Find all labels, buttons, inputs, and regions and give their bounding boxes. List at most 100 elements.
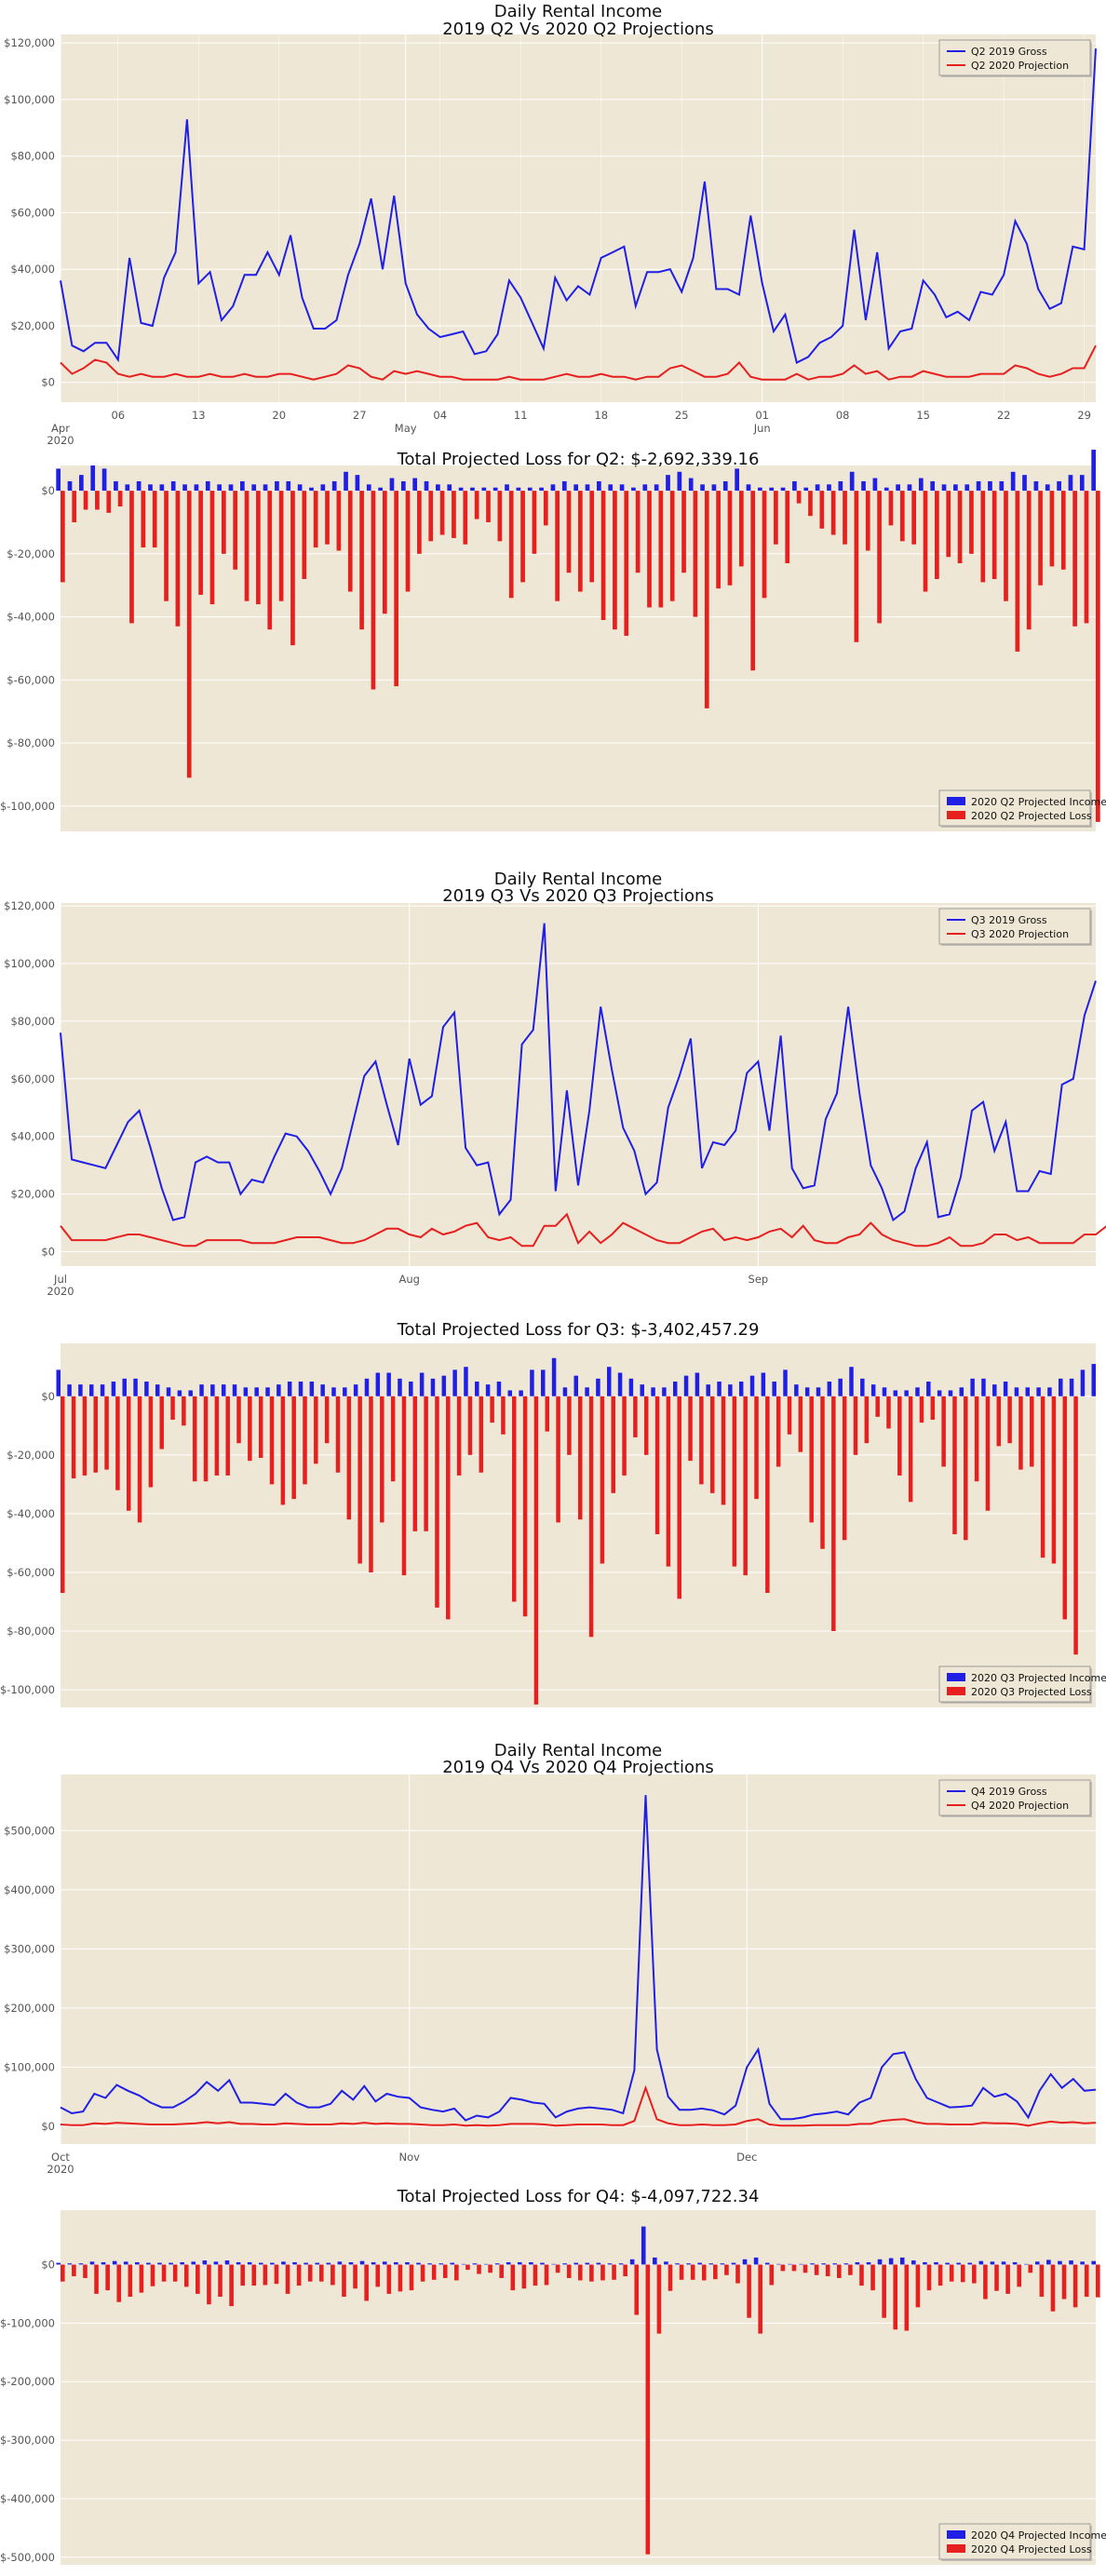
loss-bar (221, 491, 226, 554)
loss-bar (758, 2264, 762, 2334)
income-bar (562, 2263, 567, 2265)
income-bar (967, 2262, 973, 2265)
income-bar (270, 2262, 275, 2265)
loss-bar (600, 2264, 605, 2281)
x-tick-label: 04 (433, 409, 447, 422)
income-bar (585, 2262, 590, 2265)
loss-bar (893, 2264, 898, 2330)
income-bar (628, 1378, 634, 1396)
loss-bar (566, 491, 572, 573)
loss-bar (949, 2264, 954, 2282)
loss-bar (820, 1396, 825, 1549)
income-bar (606, 1367, 612, 1396)
loss-bar (1039, 2264, 1045, 2298)
x-month-label: Nov (398, 2151, 420, 2164)
income-bar (424, 480, 429, 492)
loss-bar (225, 1396, 230, 1476)
income-bar (999, 480, 1005, 492)
income-bar (688, 478, 694, 492)
income-bar (959, 1387, 964, 1396)
income-bar (89, 2261, 95, 2265)
loss-bar (983, 2264, 988, 2300)
series-line-2 (60, 1212, 1106, 1248)
loss-bar (218, 2264, 223, 2298)
legend-swatch (947, 811, 965, 819)
income-bar (458, 487, 464, 492)
loss-bar (980, 491, 986, 583)
loss-bar (831, 1396, 836, 1632)
income-bar (882, 1387, 887, 1396)
loss-bar (139, 2264, 144, 2293)
loss-bar (369, 1396, 373, 1572)
income-bar (675, 2263, 680, 2265)
x-month-label: 2020 (47, 434, 74, 447)
income-bar (224, 2260, 230, 2265)
income-bar (1080, 2261, 1085, 2265)
series-line-2 (60, 2084, 1097, 2127)
plot-area (61, 1774, 1096, 2144)
loss-bar (533, 2264, 538, 2286)
loss-bar (969, 491, 974, 554)
income-bar (67, 480, 73, 492)
loss-bar (769, 2264, 775, 2286)
income-bar (470, 487, 475, 492)
loss-bar (229, 2264, 234, 2307)
income-bar (937, 1390, 942, 1396)
income-bar (1069, 2260, 1073, 2265)
x-tick-label: 15 (916, 409, 930, 422)
income-bar (309, 487, 314, 492)
loss-bar (919, 1396, 924, 1423)
income-bar (700, 484, 705, 492)
loss-bar (129, 491, 134, 624)
loss-bar (490, 1396, 494, 1423)
loss-bar (864, 1396, 870, 1444)
loss-bar (128, 2264, 133, 2298)
loss-bar (960, 2264, 965, 2283)
loss-bar (375, 2264, 381, 2287)
loss-bar (875, 1396, 880, 1417)
loss-bar (635, 491, 641, 573)
x-month-label: Dec (736, 2151, 757, 2164)
y-tick-label: $-200,000 (0, 2375, 55, 2388)
loss-bar (522, 1396, 528, 1617)
loss-bar (738, 491, 744, 567)
income-bar (1014, 1387, 1019, 1396)
income-bar (378, 487, 383, 492)
income-bar (629, 2259, 635, 2265)
income-bar (409, 1381, 413, 1396)
loss-bar (888, 491, 894, 526)
income-bar (286, 480, 291, 492)
loss-bar (814, 2264, 819, 2275)
chart-title: Daily Rental Income (494, 1741, 663, 1760)
income-bar (1091, 450, 1096, 492)
y-tick-label: $20,000 (10, 319, 55, 332)
legend-entry: 2020 Q4 Projected Loss (971, 2543, 1092, 2556)
loss-bar (196, 2264, 200, 2294)
loss-bar (409, 2264, 414, 2291)
income-bar (166, 1387, 171, 1396)
income-bar (948, 1390, 953, 1396)
loss-bar (634, 2264, 640, 2315)
income-bar (1025, 1387, 1031, 1396)
loss-bar (690, 2264, 695, 2280)
income-bar (111, 1381, 116, 1396)
loss-bar (774, 491, 778, 545)
loss-bar (394, 491, 399, 687)
loss-bar (347, 491, 353, 592)
income-bar (816, 1387, 821, 1396)
income-bar (1022, 475, 1027, 492)
loss-bar (555, 491, 560, 601)
income-bar (551, 1357, 557, 1396)
loss-bar (428, 491, 434, 542)
loss-bar (1018, 1396, 1023, 1470)
income-bar (1036, 1387, 1041, 1396)
income-bar (550, 484, 556, 492)
chart-panel-2: Total Projected Loss for Q2: $-2,692,339… (0, 450, 1106, 831)
income-bar (1012, 2261, 1018, 2265)
income-bar (596, 2262, 601, 2265)
x-month-label: Apr (51, 422, 70, 435)
loss-bar (72, 2264, 76, 2277)
loss-bar (633, 1396, 638, 1437)
legend-entry: 2020 Q3 Projected Income (971, 1672, 1106, 1684)
income-bar (1023, 2263, 1029, 2265)
